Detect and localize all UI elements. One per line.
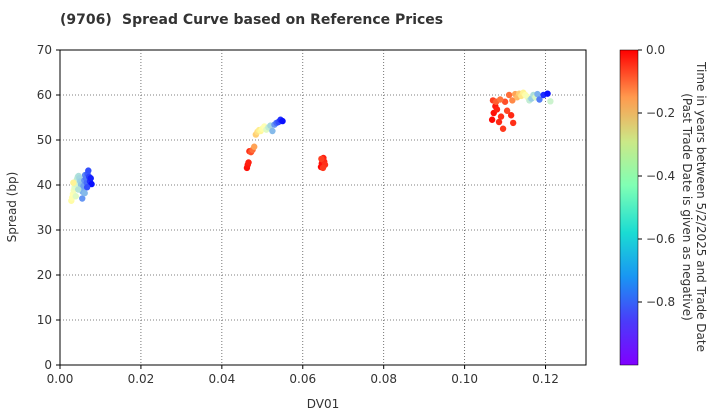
data-point xyxy=(75,186,82,193)
data-point xyxy=(319,164,327,172)
y-tick-label: 10 xyxy=(37,313,52,327)
data-point xyxy=(509,119,517,127)
y-tick-label: 50 xyxy=(37,133,52,147)
data-point xyxy=(536,96,543,103)
data-point xyxy=(547,98,554,105)
chart-title: Spread Curve based on Reference Prices xyxy=(122,12,443,28)
colorbar-tick-label: −0.2 xyxy=(646,106,675,120)
colorbar-ticks: 0.0 −0.2 −0.4 −0.6 −0.8 xyxy=(638,43,675,309)
data-point xyxy=(81,189,88,197)
y-axis-label: Spread (bp) xyxy=(5,172,19,243)
x-tick-label: 0.08 xyxy=(370,372,397,386)
data-point xyxy=(505,91,513,99)
y-tick-label: 70 xyxy=(37,43,52,57)
y-tick-label: 0 xyxy=(44,358,52,372)
data-point xyxy=(501,98,509,105)
data-point xyxy=(497,96,504,103)
colorbar-tick-label: −0.6 xyxy=(646,232,675,246)
colorbar-label-line1: Time in years between 5/2/2025 and Trade… xyxy=(694,61,708,352)
data-point xyxy=(495,118,503,126)
data-point xyxy=(251,143,258,150)
data-point xyxy=(88,180,95,188)
x-tick-label: 0.00 xyxy=(47,372,74,386)
colorbar-tick-label: −0.8 xyxy=(646,295,675,309)
x-tick-label: 0.02 xyxy=(128,372,155,386)
data-point xyxy=(507,112,515,119)
axis-ticks: 0.00 0.02 0.04 0.06 0.08 0.10 0.12 0 10 20 30 40 50 6… xyxy=(37,43,559,386)
x-tick-label: 0.10 xyxy=(451,372,478,386)
data-point xyxy=(493,106,501,113)
x-tick-label: 0.06 xyxy=(289,372,316,386)
y-tick-label: 30 xyxy=(37,223,52,237)
data-point xyxy=(70,179,77,186)
x-axis-label: DV01 xyxy=(307,397,340,411)
colorbar-label-line2: (Past Trade Date is given as negative) xyxy=(680,93,694,321)
chart-code: (9706) xyxy=(60,12,112,28)
data-point xyxy=(83,184,91,191)
data-point xyxy=(87,175,94,182)
data-point xyxy=(544,90,551,97)
colorbar-tick-label: 0.0 xyxy=(646,43,665,57)
data-point xyxy=(318,155,325,163)
data-point xyxy=(488,116,496,123)
data-point xyxy=(85,167,92,174)
y-tick-label: 20 xyxy=(37,268,52,282)
data-point xyxy=(534,90,541,98)
colorbar-tick-label: −0.4 xyxy=(646,169,675,183)
colorbar xyxy=(619,49,639,366)
data-point xyxy=(503,107,511,114)
grid-lines xyxy=(60,50,586,365)
y-tick-label: 60 xyxy=(37,88,52,102)
data-point xyxy=(509,97,516,104)
data-point xyxy=(499,125,507,132)
data-point xyxy=(269,127,276,135)
data-point xyxy=(72,193,79,200)
x-tick-label: 0.12 xyxy=(532,372,559,386)
data-point xyxy=(279,117,286,125)
x-tick-label: 0.04 xyxy=(208,372,235,386)
data-point xyxy=(497,113,505,120)
data-point xyxy=(245,159,252,166)
data-points xyxy=(68,89,554,204)
data-point xyxy=(79,195,86,202)
y-tick-label: 40 xyxy=(37,178,52,192)
